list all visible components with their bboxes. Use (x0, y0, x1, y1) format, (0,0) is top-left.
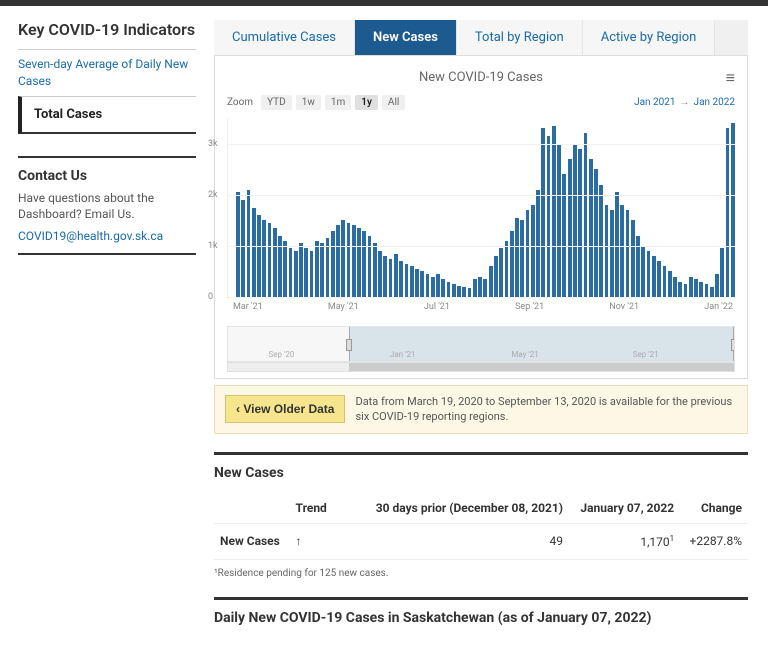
contact-text: Have questions about the Dashboard? Emai… (18, 190, 196, 224)
date-range[interactable]: Jan 2021→Jan 2022 (634, 97, 735, 108)
zoom-1m[interactable]: 1m (325, 95, 351, 110)
chart-navigator[interactable]: Sep '20 Jan '21 May '21 Sep '21 (227, 326, 735, 362)
sidebar-link-total-cases[interactable]: Total Cases (18, 96, 196, 134)
view-older-button[interactable]: ‹ View Older Data (225, 395, 345, 423)
sidebar-title: Key COVID-19 Indicators (18, 20, 196, 39)
contact-heading: Contact Us (18, 156, 196, 184)
new-cases-table: Trend 30 days prior (December 08, 2021) … (214, 493, 748, 560)
x-axis-labels: Mar '21May '21Jul '21Sep '21Nov '21Jan '… (223, 298, 739, 320)
zoom-1y[interactable]: 1y (355, 95, 378, 110)
tab-bar: Cumulative Cases New Cases Total by Regi… (214, 20, 748, 56)
zoom-label: Zoom (227, 97, 253, 108)
chart-title: New COVID-19 Cases ≡ (223, 64, 739, 91)
tab-cumulative[interactable]: Cumulative Cases (214, 20, 355, 55)
older-data-text: Data from March 19, 2020 to September 13… (355, 394, 737, 425)
older-data-banner: ‹ View Older Data Data from March 19, 20… (214, 385, 748, 434)
contact-email-link[interactable]: COVID19@health.gov.sk.ca (18, 229, 196, 255)
zoom-all[interactable]: All (382, 95, 405, 110)
col-current: January 07, 2022 (569, 493, 680, 524)
chart-menu-icon[interactable]: ≡ (726, 68, 735, 88)
table-footnote: ¹Residence pending for 125 new cases. (214, 568, 748, 579)
col-change: Change (680, 493, 748, 524)
table-heading: New Cases (214, 465, 748, 481)
chart-container: New COVID-19 Cases ≡ Zoom YTD 1w 1m 1y A… (214, 56, 748, 379)
tab-new-cases[interactable]: New Cases (355, 20, 457, 55)
trend-up-icon: ↑ (290, 523, 360, 559)
bar-chart[interactable]: 01k2k3k (227, 118, 735, 298)
col-prior: 30 days prior (December 08, 2021) (360, 493, 569, 524)
col-trend: Trend (290, 493, 360, 524)
zoom-1w[interactable]: 1w (296, 95, 321, 110)
table-row: New Cases ↑ 49 1,1701 +2287.8% (214, 523, 748, 559)
zoom-controls: Zoom YTD 1w 1m 1y All Jan 2021→Jan 2022 (223, 91, 739, 118)
zoom-ytd[interactable]: YTD (261, 95, 292, 110)
sidebar-link-seven-day[interactable]: Seven-day Average of Daily New Cases (18, 49, 196, 96)
tab-total-region[interactable]: Total by Region (457, 20, 583, 55)
col-blank (214, 493, 290, 524)
section2-heading: Daily New COVID-19 Cases in Saskatchewan… (214, 610, 748, 626)
navigator-scrollbar[interactable] (227, 362, 735, 372)
tab-active-region[interactable]: Active by Region (583, 20, 716, 55)
